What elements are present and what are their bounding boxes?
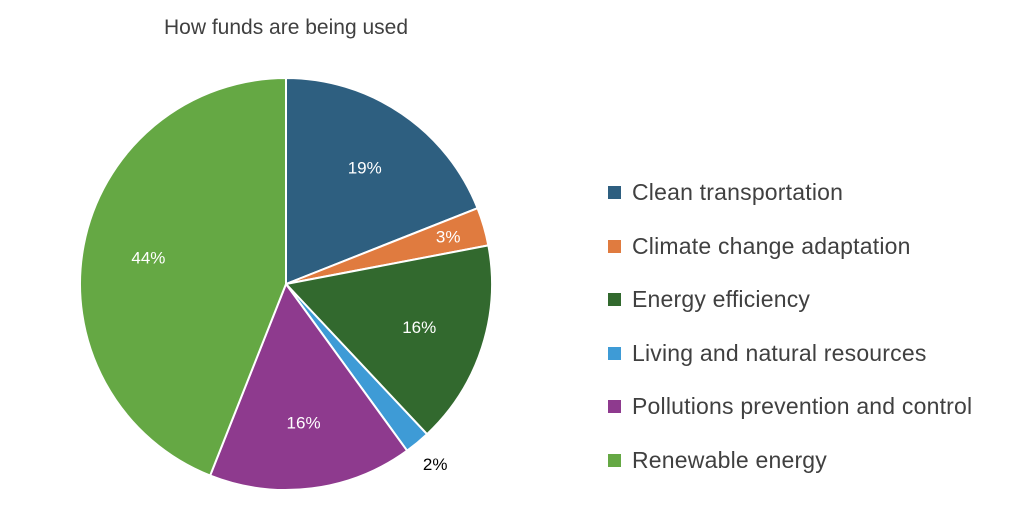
legend-swatch <box>608 346 621 360</box>
data-label-living-and-natural-resources: 2% <box>423 455 448 474</box>
pie-slice-renewable-energy <box>79 77 287 477</box>
legend-swatch <box>608 293 621 307</box>
data-label-renewable-energy: 44% <box>131 248 165 267</box>
legend-swatch <box>608 239 621 253</box>
pie-chart: 19% 3% 16% 2% 16% 44% <box>79 77 493 491</box>
data-label-clean-transportation: 19% <box>348 159 382 178</box>
data-label-pollutions-prevention-and-control: 16% <box>287 413 321 432</box>
legend-swatch <box>608 453 621 467</box>
legend-swatch <box>608 186 621 200</box>
legend-item-living-and-natural-resources: Living and natural resources <box>608 327 1018 381</box>
legend-label: Energy efficiency <box>632 286 811 313</box>
legend-item-renewable-energy: Renewable energy <box>608 434 1018 488</box>
legend-item-pollutions-prevention-and-control: Pollutions prevention and control <box>608 380 1018 434</box>
legend: Clean transportation Climate change adap… <box>608 166 1018 487</box>
pie-slice-clean-transportation <box>285 77 479 285</box>
legend-label: Climate change adaptation <box>632 232 911 259</box>
legend-item-clean-transportation: Clean transportation <box>608 166 1018 220</box>
pie-slice-pollutions-prevention-and-control <box>209 283 409 491</box>
legend-label: Clean transportation <box>632 179 844 206</box>
data-label-energy-efficiency: 16% <box>402 318 436 337</box>
legend-label: Pollutions prevention and control <box>632 393 973 420</box>
legend-label: Renewable energy <box>632 446 827 473</box>
pie-slice-energy-efficiency <box>285 244 493 436</box>
legend-item-energy-efficiency: Energy efficiency <box>608 273 1018 327</box>
legend-label: Living and natural resources <box>632 339 927 366</box>
data-label-climate-change-adaptation: 3% <box>436 227 461 246</box>
legend-swatch <box>608 400 621 414</box>
legend-item-climate-change-adaptation: Climate change adaptation <box>608 220 1018 274</box>
chart-title: How funds are being used <box>164 16 408 39</box>
